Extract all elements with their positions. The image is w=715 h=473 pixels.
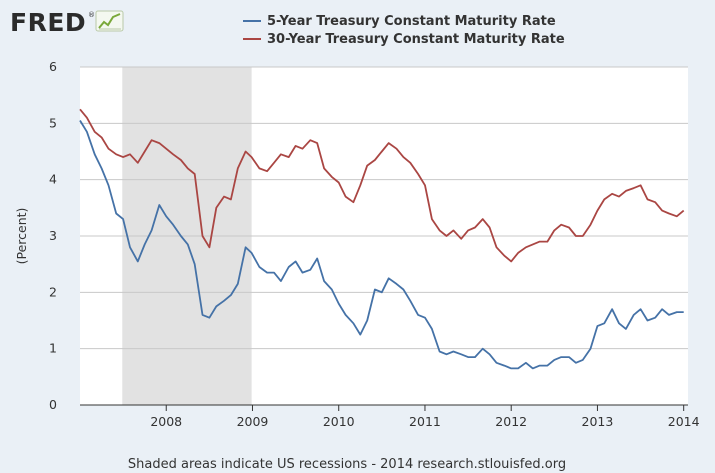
logo-text: FRED [10,8,86,37]
series-layer [79,108,685,370]
logo-registered-mark: ® [88,11,95,19]
x-tick-label-2011: 2011 [409,414,441,429]
legend-label-30y: 30-Year Treasury Constant Maturity Rate [267,32,565,47]
y-axis-ticks: 0 1 2 3 4 5 6 [49,59,57,412]
legend: 5-Year Treasury Constant Maturity Rate 3… [243,14,565,47]
x-tick-label-2013: 2013 [582,414,614,429]
y-axis-title: (Percent) [14,208,29,265]
x-tick-label-2010: 2010 [323,414,355,429]
y-tick-label-6: 6 [49,59,57,74]
y-tick-label-5: 5 [49,115,57,130]
x-tick-label-2014: 2014 [668,414,700,429]
gridlines [80,66,688,350]
x-tick-label-2008: 2008 [150,414,182,429]
series-line-5-year [79,120,684,370]
y-tick-label-4: 4 [49,172,57,187]
logo-chart-icon [95,10,124,32]
footer-note: Shaded areas indicate US recessions - 20… [128,457,566,472]
x-tick-label-2009: 2009 [237,414,269,429]
fred-logo[interactable]: FRED ® [10,8,124,37]
y-tick-label-3: 3 [49,228,57,243]
legend-label-5y: 5-Year Treasury Constant Maturity Rate [267,14,556,29]
series-line-30-year [79,108,685,263]
y-tick-label-0: 0 [49,397,57,412]
y-tick-label-2: 2 [49,284,57,299]
x-tick-label-2012: 2012 [495,414,527,429]
y-tick-label-1: 1 [49,341,57,356]
x-axis-ticks: 2008 2009 2010 2011 2012 2013 2014 [150,405,700,429]
